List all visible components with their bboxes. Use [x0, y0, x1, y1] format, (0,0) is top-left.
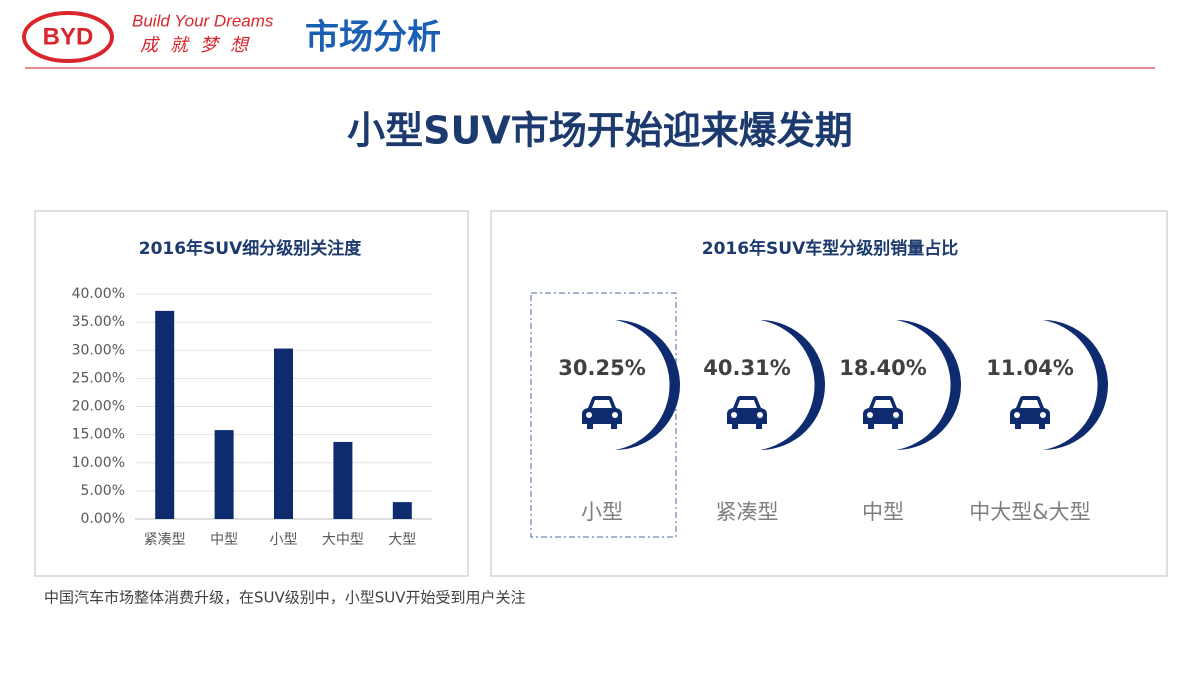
- bar: [333, 441, 353, 519]
- chart-title: 2016年SUV细分级别关注度: [139, 238, 363, 259]
- value-label: 18.40%: [839, 356, 926, 380]
- bar: [214, 430, 234, 519]
- category-label: 中型: [862, 500, 904, 524]
- bar: [155, 310, 175, 519]
- car-body: [863, 396, 903, 429]
- car-window: [592, 400, 612, 408]
- x-tick-label: 中型: [210, 532, 238, 548]
- y-tick-label: 15.00%: [72, 427, 125, 443]
- car-icon: [727, 396, 767, 429]
- car-light: [1014, 412, 1020, 418]
- main-title: 小型SUV市场开始迎来爆发期: [347, 109, 853, 153]
- car-light: [757, 412, 763, 418]
- car-light: [893, 412, 899, 418]
- x-tick-label: 大中型: [322, 532, 364, 548]
- car-light: [612, 412, 618, 418]
- left-panel: [34, 210, 469, 577]
- y-tick-label: 20.00%: [72, 399, 125, 415]
- bar: [392, 502, 412, 519]
- value-label: 40.31%: [703, 356, 790, 380]
- right-panel: [490, 210, 1168, 577]
- logo-ring: [22, 11, 114, 63]
- y-tick-label: 25.00%: [72, 370, 125, 386]
- bar: [274, 348, 293, 519]
- value-label: 11.04%: [986, 356, 1073, 380]
- x-tick-label: 紧凑型: [144, 531, 186, 548]
- y-tick-label: 5.00%: [81, 483, 125, 499]
- gauge-arc: [615, 320, 680, 450]
- car-icon: [582, 396, 622, 429]
- car-window: [873, 400, 893, 408]
- gauge-arc: [896, 320, 961, 450]
- tagline: Build Your Dreams: [132, 11, 274, 30]
- car-light: [1040, 412, 1046, 418]
- car-light: [731, 412, 737, 418]
- car-light: [867, 412, 873, 418]
- car-window: [737, 400, 757, 408]
- highlight-box: [530, 292, 677, 538]
- gauge-arc: [1043, 320, 1108, 450]
- category-label: 小型: [581, 500, 623, 524]
- y-tick-label: 0.00%: [81, 511, 125, 527]
- y-tick-label: 10.00%: [72, 455, 125, 471]
- y-tick-label: 30.00%: [72, 342, 125, 358]
- logo-text: BYD: [43, 23, 94, 50]
- chart-title: 2016年SUV车型分级别销量占比: [702, 238, 959, 259]
- slogan: 成就梦想: [140, 35, 260, 56]
- y-tick-label: 35.00%: [72, 314, 125, 330]
- x-tick-label: 小型: [270, 532, 298, 548]
- car-body: [582, 396, 622, 429]
- car-window: [1020, 400, 1040, 408]
- car-icon: [1010, 396, 1050, 429]
- value-label: 30.25%: [558, 356, 645, 380]
- car-light: [586, 412, 592, 418]
- y-tick-label: 40.00%: [72, 286, 125, 302]
- category-label: 中大型&大型: [969, 500, 1090, 524]
- car-icon: [863, 396, 903, 429]
- footnote: 中国汽车市场整体消费升级，在SUV级别中，小型SUV开始受到用户关注: [44, 589, 526, 607]
- car-body: [727, 396, 767, 429]
- gauge-arc: [760, 320, 825, 450]
- car-body: [1010, 396, 1050, 429]
- section-title: 市场分析: [305, 18, 441, 58]
- category-label: 紧凑型: [716, 500, 779, 524]
- x-tick-label: 大型: [388, 532, 416, 548]
